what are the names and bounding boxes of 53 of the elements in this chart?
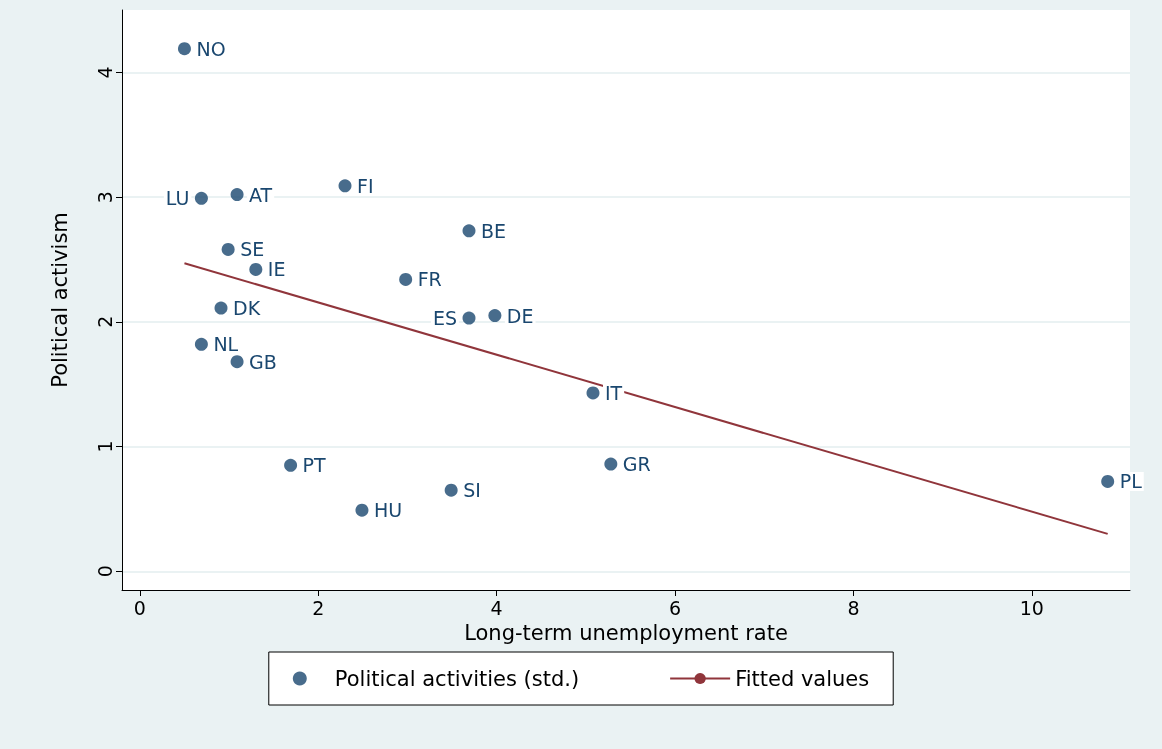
point <box>338 179 352 193</box>
y-tick-label: 1 <box>93 440 116 453</box>
annotation: DE <box>506 304 534 327</box>
point <box>230 188 244 202</box>
annotation: IT <box>604 381 623 404</box>
annotation: LU <box>165 187 190 210</box>
y-axis-title: Political activism <box>47 212 72 388</box>
point <box>399 272 413 286</box>
annotation: ES <box>432 307 457 330</box>
point <box>462 224 476 238</box>
point <box>284 458 298 472</box>
annotation: FR <box>417 268 442 291</box>
point <box>194 191 208 205</box>
point <box>177 42 191 56</box>
point <box>1101 474 1115 488</box>
point <box>221 242 235 256</box>
legend-label: Political activities (std.) <box>334 666 580 691</box>
point <box>230 355 244 369</box>
x-tick-label: 8 <box>847 596 860 619</box>
annotation: PT <box>302 454 327 477</box>
y-tick-label: 2 <box>93 315 116 328</box>
annotation: DK <box>233 297 261 320</box>
point <box>462 311 476 325</box>
annotation: NL <box>213 333 239 356</box>
annotation: HU <box>373 499 403 522</box>
point <box>604 457 618 471</box>
point <box>444 483 458 497</box>
point <box>249 262 263 276</box>
annotation: SE <box>240 238 265 261</box>
x-tick-label: 6 <box>669 596 682 619</box>
y-tick-label: 4 <box>93 66 116 79</box>
annotation: NO <box>196 37 226 60</box>
x-tick-label: 0 <box>133 596 146 619</box>
point <box>586 386 600 400</box>
point <box>488 309 502 323</box>
annotation: GR <box>622 453 651 476</box>
x-tick-label: 10 <box>1019 596 1044 619</box>
annotation: AT <box>249 183 273 206</box>
x-tick-label: 4 <box>490 596 503 619</box>
x-tick-label: 2 <box>312 596 325 619</box>
y-tick-label: 0 <box>93 565 116 578</box>
annotation: SI <box>463 479 481 502</box>
annotation: GB <box>249 350 277 373</box>
annotation: BE <box>481 219 507 242</box>
legend-label: Fitted values <box>735 666 870 691</box>
y-tick-label: 3 <box>93 191 116 204</box>
point <box>214 301 228 315</box>
annotation: IE <box>267 258 286 281</box>
annotation: PL <box>1119 470 1143 493</box>
point <box>355 503 369 517</box>
x-axis-title: Long-term unemployment rate <box>464 620 788 645</box>
point <box>194 337 208 351</box>
annotation: FI <box>357 174 374 197</box>
